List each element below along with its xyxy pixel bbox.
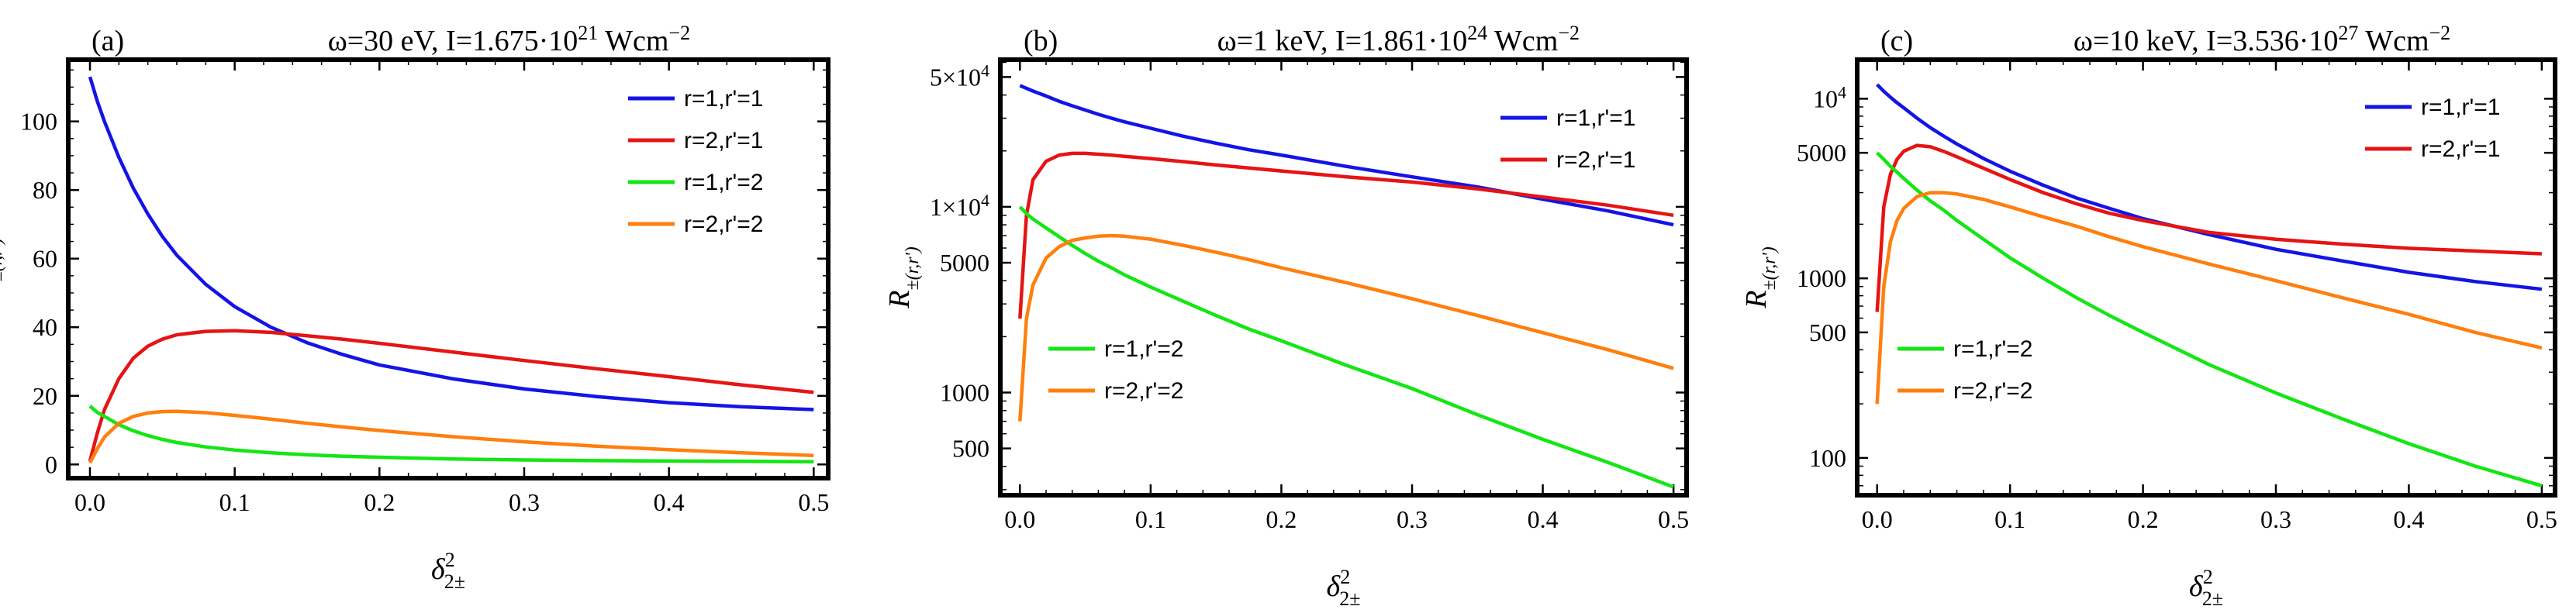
x-tick-label: 0.0 xyxy=(74,488,105,516)
legend-label: r=2,r'=1 xyxy=(684,128,763,153)
series-line-r-1-r--1 xyxy=(1019,84,1674,227)
y-tick-label: 5×104 xyxy=(930,60,989,91)
y-tick-label: 40 xyxy=(33,313,57,341)
chart-title: ω=10 keV, I=3.536·1027 Wcm−2 xyxy=(2074,22,2450,58)
x-tick-label: 0.1 xyxy=(219,488,250,516)
series-group xyxy=(1875,83,2543,487)
legend-label: r=1,r'=2 xyxy=(684,170,763,195)
y-tick-label: 60 xyxy=(33,245,57,273)
x-tick-label: 0.3 xyxy=(1397,505,1428,533)
legend-label: r=1,r'=1 xyxy=(2421,95,2500,120)
legend-label: r=2,r'=2 xyxy=(1104,378,1183,404)
y-tick-label: 1×104 xyxy=(930,190,989,221)
series-group xyxy=(1018,84,1674,489)
chart-title: ω=30 eV, I=1.675·1021 Wcm−2 xyxy=(328,22,690,58)
x-tick-label: 0.4 xyxy=(2393,505,2424,533)
y-tick-label: 0 xyxy=(45,450,57,478)
series-line-r-1-r--2 xyxy=(1018,205,1674,489)
chart-panel-c: 0.0 0.1 0.2 0.3 0.4 0.5 100 500 1000 5000 104 r=1,r… xyxy=(1740,22,2557,610)
y-tick-label: 500 xyxy=(952,435,989,463)
y-axis-label: R±(r,r') xyxy=(0,238,6,301)
y-tick-label: 100 xyxy=(1809,444,1846,472)
y-tick-label: 104 xyxy=(1813,82,1846,113)
chart-panel-b: 0.0 0.1 0.2 0.3 0.4 0.5 500 1000 5000 1×104 5×104 r… xyxy=(883,22,1689,611)
x-axis-label: δ2 2± xyxy=(1327,566,1361,610)
y-tick-label: 1000 xyxy=(940,379,989,407)
y-axis-label: R±(r,r') xyxy=(883,246,923,309)
plot-frame xyxy=(998,57,1689,498)
legend-label: r=1,r'=2 xyxy=(1104,336,1183,362)
x-tick-label: 0.4 xyxy=(1528,505,1559,533)
x-tick-label: 0.5 xyxy=(798,488,829,516)
series-group xyxy=(88,76,814,464)
x-tick-label: 0.5 xyxy=(2526,505,2557,533)
x-tick-label: 0.0 xyxy=(1004,505,1035,533)
x-tick-label: 0.2 xyxy=(2128,505,2159,533)
series-line-r-1-r--1 xyxy=(1876,83,2543,291)
panel-label: (c) xyxy=(1880,25,1913,57)
series-line-r-1-r--2 xyxy=(88,405,814,464)
y-tick-label: 80 xyxy=(33,176,57,204)
x-tick-label: 0.5 xyxy=(1658,505,1689,533)
x-tick-label: 0.4 xyxy=(654,488,685,516)
x-tick-label: 0.2 xyxy=(364,488,395,516)
y-tick-label: 20 xyxy=(33,382,57,410)
x-tick-label: 0.3 xyxy=(2260,505,2291,533)
series-line-r-2-r--2 xyxy=(88,409,814,464)
series-line-r-1-r--1 xyxy=(88,76,814,412)
chart-title: ω=1 keV, I=1.861·1024 Wcm−2 xyxy=(1217,22,1580,58)
x-axis-label: δ2 2± xyxy=(431,549,465,593)
legend-label: r=1,r'=1 xyxy=(684,86,763,112)
legend-label: r=1,r'=1 xyxy=(1556,105,1635,131)
y-tick-label: 100 xyxy=(20,108,57,136)
panel-label: (a) xyxy=(92,25,124,57)
panel-label: (b) xyxy=(1024,25,1058,57)
y-tick-label: 5000 xyxy=(1797,139,1846,167)
series-line-r-2-r--1 xyxy=(1875,143,2542,312)
y-axis-label: R±(r,r') xyxy=(1740,246,1780,309)
series-line-r-2-r--1 xyxy=(1018,151,1674,319)
y-tick-label: 1000 xyxy=(1797,264,1846,292)
x-tick-label: 0.2 xyxy=(1266,505,1297,533)
series-line-r-2-r--2 xyxy=(1018,233,1674,422)
x-tick-label: 0.0 xyxy=(1862,505,1893,533)
series-line-r-1-r--2 xyxy=(1876,151,2543,487)
plot-frame xyxy=(66,57,830,480)
y-tick-label: 5000 xyxy=(940,249,989,277)
x-tick-label: 0.1 xyxy=(1994,505,2025,533)
x-tick-label: 0.1 xyxy=(1135,505,1166,533)
legend-label: r=1,r'=2 xyxy=(1953,336,2032,362)
legend-label: r=2,r'=1 xyxy=(1556,147,1635,173)
x-tick-label: 0.3 xyxy=(509,488,540,516)
legend-label: r=2,r'=2 xyxy=(684,212,763,237)
series-line-r-2-r--1 xyxy=(88,329,814,462)
y-tick-label: 500 xyxy=(1809,319,1846,346)
x-axis-label: δ2 2± xyxy=(2189,566,2223,610)
series-line-r-2-r--2 xyxy=(1875,191,2543,405)
legend-label: r=2,r'=2 xyxy=(1953,378,2032,404)
legend-label: r=2,r'=1 xyxy=(2421,136,2500,162)
chart-panel-a: 0.0 0.1 0.2 0.3 0.4 0.5 0 20 40 60 80 100 r=1,r'=1 r=… xyxy=(0,22,830,593)
